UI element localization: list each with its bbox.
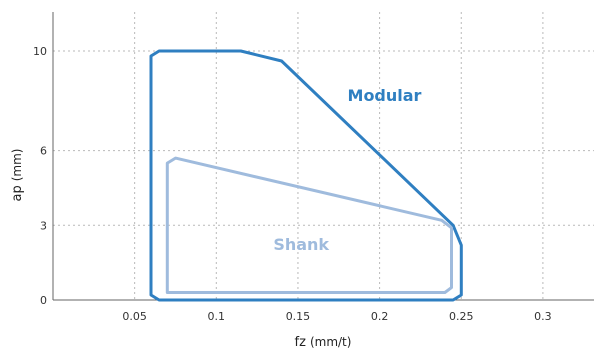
- x-tick-label: 0.3: [534, 310, 552, 323]
- y-axis-label-unit: (mm): [10, 149, 24, 182]
- region-label-modular: Modular: [348, 86, 422, 105]
- y-tick-label: 3: [40, 219, 47, 232]
- region-label-shank: Shank: [273, 235, 329, 254]
- x-tick-label: 0.2: [371, 310, 389, 323]
- y-axis-label: ap (mm): [10, 149, 25, 202]
- y-tick-labels: 0 3 6 10: [33, 45, 47, 307]
- region-modular: [149, 49, 463, 302]
- axes: [52, 12, 594, 301]
- x-tick-label: 0.15: [286, 310, 311, 323]
- x-tick-label: 0.05: [122, 310, 147, 323]
- y-axis-label-name: ap: [10, 185, 25, 201]
- regions: Modular Shank: [149, 49, 463, 302]
- y-tick-label: 6: [40, 145, 47, 158]
- x-axis-label: fz (mm/t): [295, 335, 352, 350]
- region-shank: [165, 156, 453, 294]
- x-tick-label: 0.25: [449, 310, 474, 323]
- x-axis-label-unit: (mm/t): [310, 335, 352, 349]
- grid: [53, 12, 594, 300]
- x-tick-label: 0.1: [208, 310, 226, 323]
- y-tick-label: 0: [40, 294, 47, 307]
- x-axis-label-name: fz: [295, 335, 307, 350]
- x-tick-labels: 0.05 0.1 0.15 0.2 0.25 0.3: [122, 310, 551, 323]
- y-tick-label: 10: [33, 45, 47, 58]
